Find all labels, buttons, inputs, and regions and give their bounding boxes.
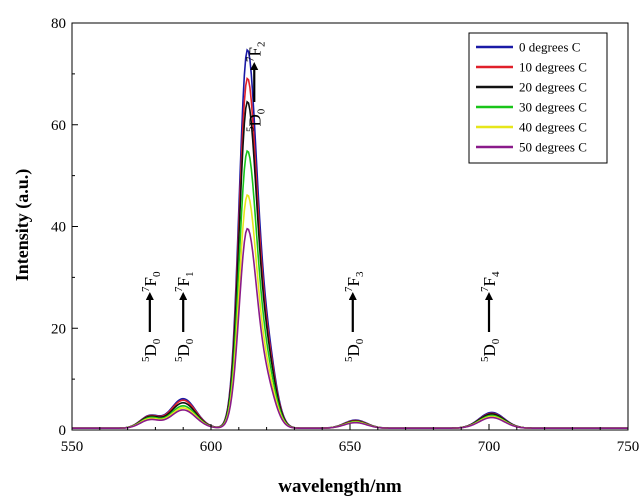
transition-text: 5D0 7F3: [343, 271, 366, 362]
transition-part: 2: [255, 42, 267, 48]
legend: 0 degrees C 10 degrees C 20 degrees C 30 de…: [468, 32, 608, 164]
transition-part: D: [174, 344, 193, 356]
transition-label-3: 5D0 7F3: [343, 271, 366, 362]
transition-part: F: [141, 277, 160, 286]
legend-label-3: 30 degrees C: [519, 100, 587, 115]
transition-part: 7: [343, 286, 355, 292]
transition-part: D: [141, 344, 160, 356]
legend-box: [468, 32, 608, 164]
transition-label-2: 5D0 7F2: [244, 42, 267, 133]
transition-part: D: [344, 344, 363, 356]
y-tick-label: 0: [59, 423, 67, 439]
transition-part: D: [245, 114, 264, 126]
transition-label-1: 5D0 7F1: [173, 272, 196, 363]
legend-label-0: 0 degrees C: [519, 40, 580, 55]
transition-text: 5D0 7F2: [244, 42, 267, 133]
transition-part: F: [480, 277, 499, 286]
legend-label-2: 20 degrees C: [519, 80, 587, 95]
transition-part: 0: [354, 338, 366, 344]
x-tick-label: 550: [61, 439, 84, 455]
transition-text: 5D0 7F4: [479, 271, 502, 362]
y-tick-label: 20: [51, 321, 66, 337]
x-axis-label: wavelength/nm: [278, 476, 402, 497]
legend-label-5: 50 degrees C: [519, 140, 587, 155]
legend-label-1: 10 degrees C: [519, 60, 587, 75]
transition-part: 4: [490, 271, 502, 277]
transition-part: 0: [255, 108, 267, 114]
transition-label-4: 5D0 7F4: [479, 271, 502, 362]
transition-part: 7: [173, 286, 185, 292]
transition-text: 5D0 7F1: [173, 272, 196, 363]
transition-part: 1: [184, 272, 196, 278]
transition-part: 5: [343, 356, 355, 362]
transition-part: D: [480, 344, 499, 356]
transition-part: 0: [151, 338, 163, 344]
transition-part: 5: [479, 356, 491, 362]
transition-part: 0: [490, 338, 502, 344]
transition-part: 0: [184, 338, 196, 344]
series-line-5: [72, 227, 628, 430]
x-tick-label: 700: [478, 439, 501, 455]
transition-part: 5: [244, 126, 256, 132]
transition-part: 7: [244, 56, 256, 62]
x-tick-label: 650: [339, 439, 362, 455]
y-tick-label: 60: [51, 118, 66, 134]
plot-area: [72, 48, 628, 430]
transition-part: 3: [354, 271, 366, 277]
transition-part: 5: [173, 356, 185, 362]
transition-part: F: [174, 277, 193, 286]
transition-text: 5D0 7F0: [140, 271, 163, 362]
x-tick-label: 600: [200, 439, 223, 455]
transition-part: 7: [479, 286, 491, 292]
legend-label-4: 40 degrees C: [519, 120, 587, 135]
transition-label-0: 5D0 7F0: [140, 271, 163, 362]
y-tick-label: 80: [51, 16, 66, 32]
y-axis-label: Intensity (a.u.): [12, 169, 33, 282]
y-tick-label: 40: [51, 220, 66, 236]
transition-part: F: [344, 277, 363, 286]
x-tick-label: 750: [617, 439, 640, 455]
transition-part: F: [245, 47, 264, 56]
transition-part: 0: [151, 271, 163, 277]
transition-part: 5: [140, 356, 152, 362]
transition-part: 7: [140, 286, 152, 292]
